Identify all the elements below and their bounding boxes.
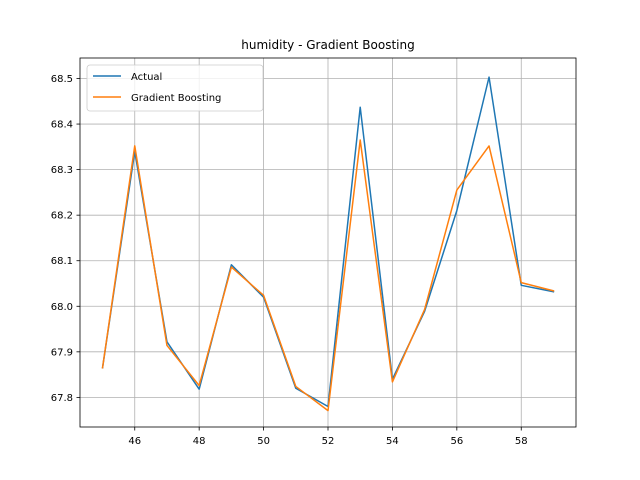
series-line-gradient-boosting — [101, 139, 555, 412]
y-tick-label: 68.3 — [51, 165, 73, 176]
y-axis: 67.8 67.9 68.0 68.1 68.2 68.3 68.4 68.5 — [51, 74, 80, 404]
legend-label: Gradient Boosting — [131, 93, 221, 104]
y-tick-label: 68.2 — [51, 211, 73, 222]
x-tick-label: 54 — [386, 436, 399, 447]
y-tick-label: 68.1 — [51, 256, 73, 267]
chart-title: humidity - Gradient Boosting — [241, 38, 414, 52]
legend: Actual Gradient Boosting — [86, 64, 264, 112]
y-tick-label: 67.8 — [51, 393, 73, 404]
x-tick-label: 52 — [322, 436, 335, 447]
legend-box — [86, 64, 264, 112]
y-tick-label: 68.5 — [51, 74, 73, 85]
x-tick-label: 50 — [257, 436, 270, 447]
y-tick-label: 68.4 — [51, 120, 73, 131]
grid — [80, 58, 576, 427]
x-tick-label: 48 — [193, 436, 206, 447]
x-tick-label: 46 — [128, 436, 141, 447]
x-tick-label: 56 — [450, 436, 463, 447]
y-tick-label: 68.0 — [51, 302, 73, 313]
y-tick-label: 67.9 — [51, 347, 73, 358]
x-tick-label: 58 — [515, 436, 528, 447]
series-layer — [101, 76, 555, 412]
legend-label: Actual — [131, 72, 162, 83]
x-axis: 46 48 50 52 54 56 58 — [128, 427, 528, 447]
